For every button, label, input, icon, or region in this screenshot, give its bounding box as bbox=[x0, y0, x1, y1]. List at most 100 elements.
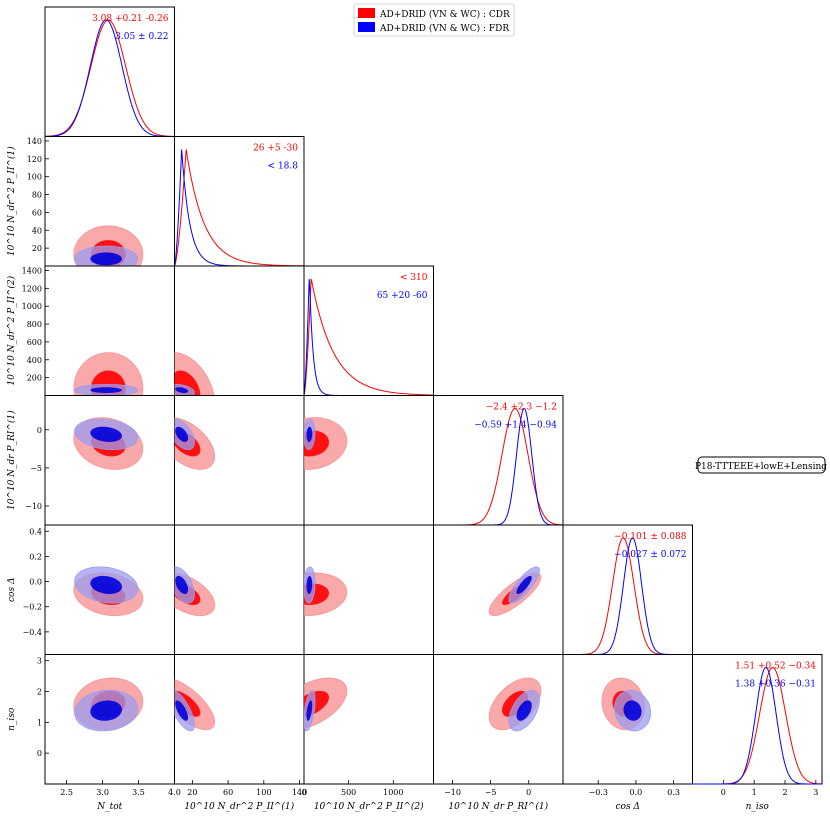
ytick-label-p2: 1400 bbox=[22, 266, 42, 275]
contour-68-fdr bbox=[306, 426, 313, 442]
xtick-label-ntot: 3.0 bbox=[96, 788, 109, 797]
xtick-label-niso: 0 bbox=[721, 788, 726, 797]
panel-diag-pr: −2.4 +2.3 −1.2 −0.59 +1.4 −0.94 bbox=[433, 395, 564, 526]
panel-ntot-p1 bbox=[44, 136, 175, 267]
ytick-label-p2: 200 bbox=[27, 374, 42, 383]
panel-p1-p2 bbox=[174, 265, 305, 396]
constraint-fdr-pr: −0.59 +1.4 −0.94 bbox=[474, 421, 557, 431]
ytick-label-cosd: 0.4 bbox=[29, 527, 42, 536]
contours bbox=[73, 566, 144, 616]
constraint-cdr-pr: −2.4 +2.3 −1.2 bbox=[486, 403, 557, 413]
panel-ntot-cosd bbox=[44, 524, 175, 655]
legend-cdr-label: AD+DRID (VN & WC) : CDR bbox=[379, 9, 510, 20]
panel-p2-pr bbox=[303, 395, 434, 526]
constraint-fdr-niso: 1.38 +0.36 −0.31 bbox=[735, 680, 816, 690]
contours bbox=[304, 417, 348, 470]
xtick-label-ntot: 4.0 bbox=[168, 788, 181, 797]
panel-diag-cosd: −0.101 ± 0.088 −0.027 ± 0.072 bbox=[562, 524, 693, 655]
constraint-fdr-cosd: −0.027 ± 0.072 bbox=[614, 550, 686, 560]
contour-68-fdr bbox=[306, 575, 313, 594]
contours bbox=[174, 679, 216, 732]
constraint-fdr-ntot: 3.05 ± 0.22 bbox=[115, 32, 168, 42]
constraint-cdr-ntot: 3.08 +0.21 -0.26 bbox=[92, 14, 169, 24]
contours bbox=[488, 566, 542, 616]
panel-frame bbox=[692, 654, 823, 785]
xtick-label-niso: 1 bbox=[752, 788, 757, 797]
xtick-label-p1: 20 bbox=[187, 788, 197, 797]
ytick-label-niso: 1 bbox=[37, 718, 42, 727]
constraint-cdr-cosd: −0.101 ± 0.088 bbox=[614, 532, 687, 542]
contours bbox=[304, 566, 348, 617]
contour-68-fdr bbox=[306, 700, 313, 721]
data-label-box: P18-TTTEEE+lowE+Lensing bbox=[695, 456, 827, 474]
contours bbox=[73, 677, 144, 732]
panel-pr-cosd bbox=[433, 524, 564, 655]
contour-68-fdr bbox=[90, 426, 122, 442]
contour-68-fdr bbox=[175, 575, 189, 594]
ytick-label-p1: 60 bbox=[32, 208, 42, 217]
xtick-label-cosd: 0.3 bbox=[667, 788, 680, 797]
ytick-label-p1: 20 bbox=[32, 244, 42, 253]
xtick-label-pr: −10 bbox=[444, 788, 461, 797]
panel-cosd-niso bbox=[562, 654, 693, 785]
constraint-cdr-p2: < 310 bbox=[400, 273, 428, 283]
density-line-cdr bbox=[303, 278, 434, 396]
panel-frame bbox=[433, 524, 564, 655]
ytick-label-cosd: 0.0 bbox=[29, 578, 42, 587]
xtick-label-p2: 1000 bbox=[383, 788, 403, 797]
panel-frame bbox=[44, 6, 175, 137]
contour-68-fdr bbox=[90, 252, 122, 266]
ytick-label-pr: 0 bbox=[37, 426, 42, 435]
xtick-label-p1: 100 bbox=[256, 788, 271, 797]
contours bbox=[73, 352, 144, 396]
panel-ntot-pr bbox=[44, 395, 175, 526]
ylabel-p1: 10^10 N_dr^2 P_II^(1) bbox=[6, 146, 17, 256]
panel-frame bbox=[562, 524, 693, 655]
panel-diag-niso: 1.51 +0.52 −0.34 1.38 +0.36 −0.31 bbox=[692, 654, 823, 785]
legend-fdr-label: AD+DRID (VN & WC) : FDR bbox=[379, 23, 509, 34]
xlabel-niso: n_iso bbox=[746, 802, 770, 812]
xlabel-ntot: N_tot bbox=[96, 802, 122, 812]
ytick-label-p2: 1000 bbox=[22, 302, 42, 311]
xtick-label-cosd: 0.0 bbox=[630, 788, 643, 797]
panel-p2-cosd bbox=[303, 524, 434, 655]
contours bbox=[73, 417, 144, 470]
density-line-cdr bbox=[44, 19, 175, 137]
ytick-label-p2: 400 bbox=[27, 356, 42, 365]
density-line-fdr bbox=[692, 667, 822, 785]
xlabel-p1: 10^10 N_dr^2 P_II^(1) bbox=[184, 801, 294, 812]
ytick-label-p2: 600 bbox=[27, 338, 42, 347]
contour-68-fdr bbox=[90, 387, 122, 393]
xtick-label-p2: 500 bbox=[341, 788, 356, 797]
panel-frame bbox=[303, 265, 434, 396]
xtick-label-p1: 140 bbox=[292, 788, 307, 797]
contours bbox=[174, 566, 216, 617]
xtick-label-ntot: 3.5 bbox=[132, 788, 145, 797]
ylabel-p2: 10^10 N_dr^2 P_II^(2) bbox=[6, 275, 17, 385]
panel-diag-ntot: 3.08 +0.21 -0.26 3.05 ± 0.22 bbox=[44, 6, 175, 137]
contours bbox=[73, 225, 144, 266]
ylabel-niso: n_iso bbox=[7, 707, 17, 731]
panel-p1-cosd bbox=[174, 524, 305, 655]
ytick-label-p1: 100 bbox=[27, 173, 42, 182]
ylabel-pr: 10^10 N_dr P_RI^(1) bbox=[6, 410, 17, 510]
panel-p1-pr bbox=[174, 395, 305, 526]
ytick-label-pr: −5 bbox=[30, 464, 42, 473]
constraint-cdr-niso: 1.51 +0.52 −0.34 bbox=[735, 662, 816, 672]
xtick-label-niso: 3 bbox=[813, 788, 818, 797]
contour-68-fdr bbox=[623, 700, 642, 721]
contours bbox=[174, 417, 216, 470]
ytick-label-p1: 80 bbox=[32, 191, 42, 200]
contour-68-fdr bbox=[175, 426, 189, 442]
data-label: P18-TTTEEE+lowE+Lensing bbox=[695, 462, 827, 472]
ytick-label-p2: 1200 bbox=[22, 284, 42, 293]
ytick-label-pr: −10 bbox=[25, 502, 42, 511]
contour-68-fdr bbox=[175, 387, 189, 393]
contours bbox=[174, 352, 215, 396]
contour-68-fdr bbox=[90, 575, 122, 594]
xtick-label-p2: 0 bbox=[301, 788, 306, 797]
ytick-label-p2: 800 bbox=[27, 320, 42, 329]
ytick-label-p1: 40 bbox=[32, 226, 42, 235]
contour-68-fdr bbox=[516, 575, 532, 594]
legend-fdr-swatch bbox=[358, 22, 375, 32]
